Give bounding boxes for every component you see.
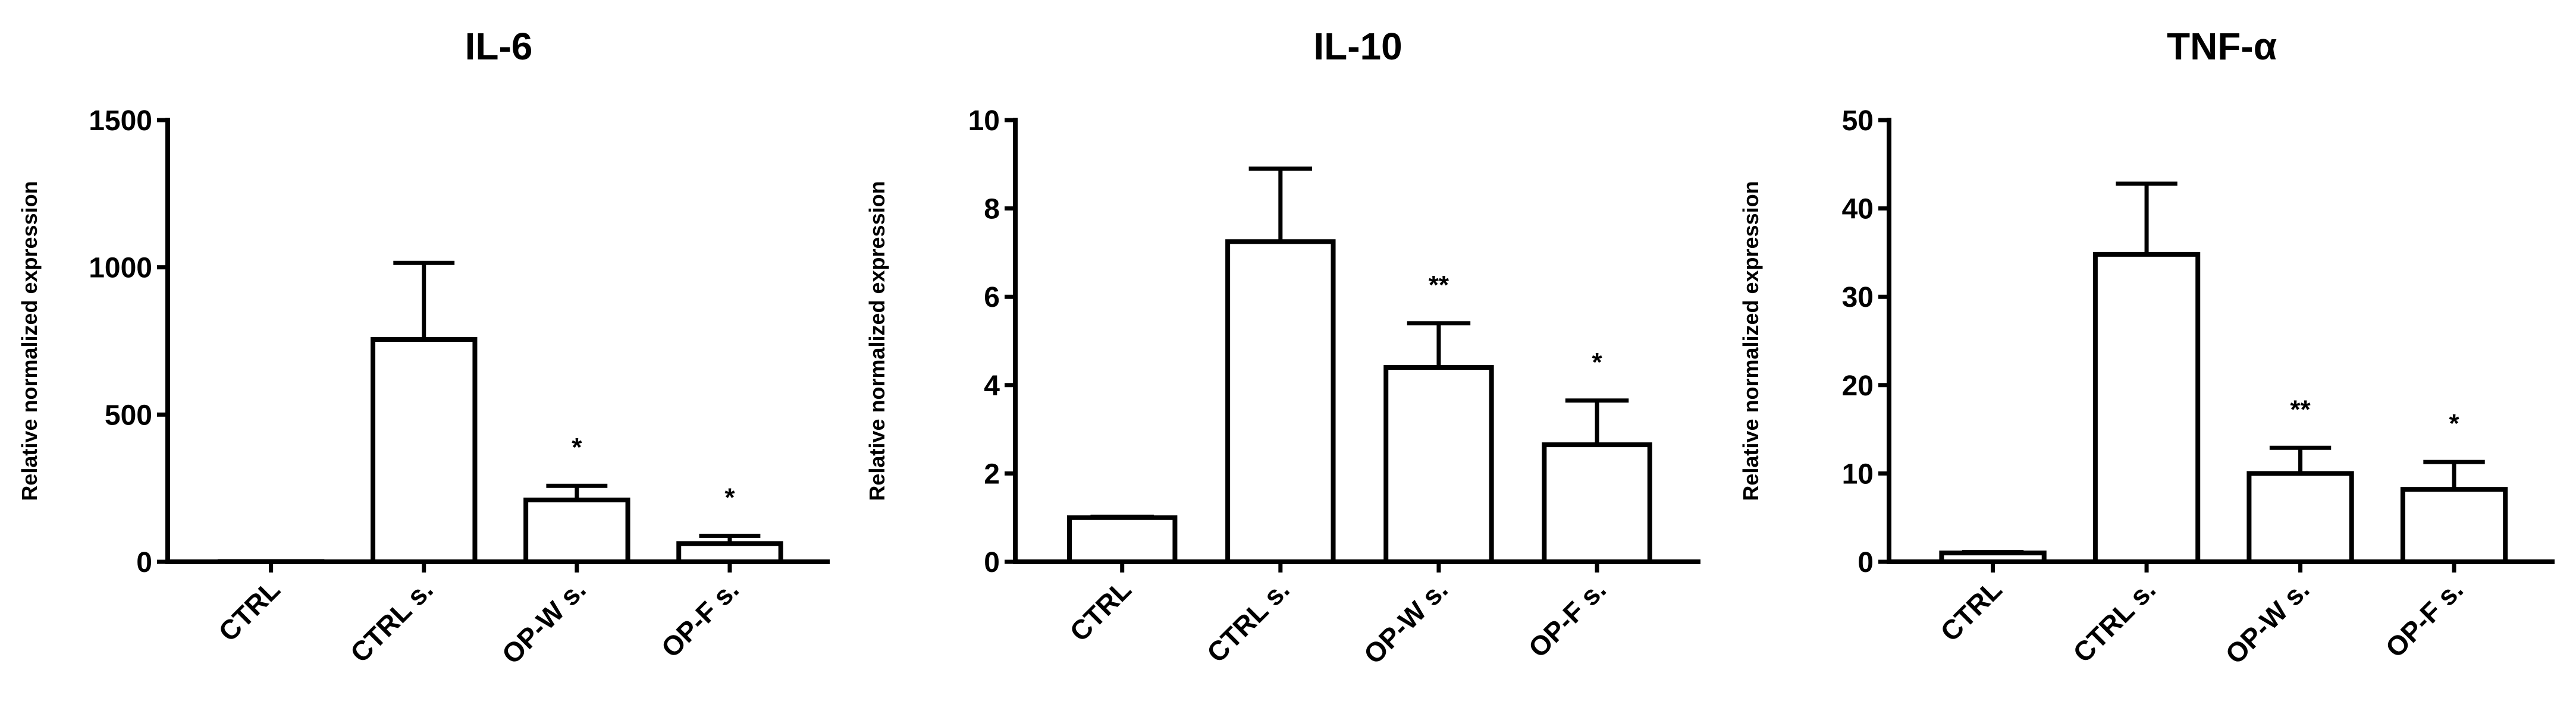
significance-label: ** — [2290, 395, 2311, 424]
y-tick-label: 4 — [984, 370, 1000, 402]
y-axis-label: Relative normalized expression — [1739, 181, 1763, 501]
y-tick-label: 20 — [1842, 370, 1874, 402]
y-tick-label: 2 — [984, 458, 1000, 490]
chart-panel: IL-10 Relative normalized expression 0 2 4 6 8… — [865, 25, 1700, 670]
chart-panel: IL-6 Relative normalized expression 0 500 10… — [17, 25, 830, 670]
x-tick-label: OP-W s. — [1358, 574, 1454, 669]
y-tick-label: 40 — [1842, 194, 1874, 225]
x-tick-label: OP-F s. — [655, 574, 745, 663]
significance-label: * — [572, 433, 582, 462]
y-tick-label: 50 — [1842, 105, 1874, 137]
y-axis-label: Relative normalized expression — [865, 181, 889, 501]
chart-title: IL-10 — [1313, 25, 1402, 68]
x-tick-label: CTRL s. — [344, 574, 439, 668]
y-tick-label: 1500 — [89, 105, 152, 137]
x-tick-label: OP-F s. — [2379, 574, 2469, 663]
significance-label: ** — [1429, 270, 1449, 300]
significance-label: * — [1592, 348, 1602, 377]
chart-title: IL-6 — [465, 25, 533, 68]
chart-panel: TNF-α Relative normalized expression 0 10 20… — [1739, 25, 2555, 670]
x-tick-label: CTRL s. — [2067, 574, 2161, 668]
y-tick-label: 10 — [1842, 458, 1874, 490]
x-tick-label: CTRL — [212, 574, 285, 647]
y-tick-label: 0 — [984, 547, 1000, 578]
y-tick-label: 30 — [1842, 282, 1874, 313]
bar — [371, 337, 478, 564]
x-tick-label: CTRL — [1934, 574, 2007, 647]
bar — [676, 541, 783, 564]
y-tick-label: 10 — [968, 105, 1000, 137]
x-tick-label: OP-F s. — [1522, 574, 1612, 663]
x-tick-label: CTRL s. — [1201, 574, 1295, 668]
bar — [1939, 551, 2047, 565]
y-tick-label: 0 — [136, 547, 152, 578]
bar — [2246, 471, 2354, 565]
y-tick-label: 8 — [984, 194, 1000, 225]
bar — [523, 497, 630, 564]
x-tick-label: OP-W s. — [495, 574, 591, 669]
significance-label: * — [2449, 409, 2459, 438]
y-axis-label: Relative normalized expression — [17, 181, 42, 501]
bar — [1542, 442, 1652, 564]
x-tick-label: CTRL — [1063, 574, 1137, 647]
y-tick-label: 6 — [984, 282, 1000, 313]
y-tick-label: 1000 — [89, 253, 152, 284]
x-tick-label: OP-W s. — [2219, 574, 2315, 669]
bar — [1383, 365, 1494, 565]
bar — [2092, 251, 2201, 564]
significance-label: * — [724, 483, 735, 512]
bar — [1225, 239, 1336, 564]
y-tick-label: 500 — [105, 400, 152, 431]
bar — [2400, 487, 2508, 565]
y-tick-label: 0 — [1858, 547, 1874, 578]
chart-title: TNF-α — [2167, 25, 2277, 68]
bar — [1067, 515, 1178, 565]
